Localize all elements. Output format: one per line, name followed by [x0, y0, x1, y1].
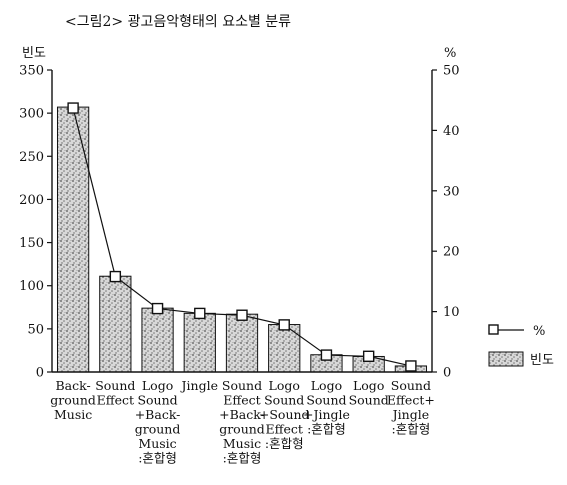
category-label-line: Music — [54, 407, 92, 422]
left-tick-label: 350 — [19, 64, 44, 79]
category-label-line: Sound — [137, 393, 177, 408]
right-tick-label: 10 — [443, 305, 460, 320]
category-label-line: ground — [50, 393, 96, 408]
category-label-line: Jingle — [391, 407, 429, 422]
bar — [268, 324, 301, 373]
left-tick-label: 0 — [36, 366, 44, 381]
legend-bar-swatch — [488, 351, 524, 367]
category-label: Jingle — [180, 378, 218, 393]
bars-layer — [56, 106, 428, 373]
category-label-line: Sound — [264, 393, 304, 408]
percent-line-layer — [67, 102, 417, 372]
left-tick-label: 50 — [27, 322, 44, 337]
percent-marker — [405, 360, 417, 372]
percent-marker — [194, 307, 206, 320]
category-label-line: Sound — [222, 378, 262, 393]
left-tick-label: 200 — [19, 193, 44, 208]
ticks-layer: 0 50 100 150 200 250 300 350 0 10 20 30 40 50 — [19, 64, 459, 381]
category-label-line: Logo — [353, 378, 384, 393]
left-tick-label: 150 — [19, 236, 44, 251]
category-label-line: ground — [219, 422, 265, 437]
right-tick-label: 0 — [443, 366, 451, 381]
category-label-line: Effect — [97, 393, 134, 408]
category-label-line: +Back- — [135, 407, 181, 422]
left-tick-label: 100 — [19, 279, 44, 294]
percent-marker — [320, 349, 333, 361]
percent-marker — [362, 350, 375, 362]
category-label: Sound Effect — [95, 378, 135, 408]
right-tick-label: 20 — [443, 245, 460, 260]
left-axis-label: 빈도 — [22, 46, 46, 61]
axes-layer — [51, 70, 433, 373]
chart-title: <그림2> 광고음악형태의 요소별 분류 — [65, 14, 291, 30]
category-label-line: Music — [223, 436, 261, 451]
category-label-line: ground — [135, 422, 181, 437]
percent-marker — [236, 309, 248, 321]
category-label-line: Jingle — [180, 378, 218, 393]
category-label-line: :혼합형 — [223, 451, 262, 466]
bar — [141, 307, 174, 373]
category-label-line: Effect — [223, 393, 260, 408]
category-label-line: Effect — [266, 422, 303, 437]
percent-marker — [278, 319, 290, 331]
category-label-line: +Jingle — [303, 407, 350, 422]
category-label-line: Effect+ — [387, 393, 435, 408]
category-label-line: :혼합형 — [392, 422, 431, 437]
category-label: Logo Sound — [349, 378, 389, 408]
category-label: Logo Sound +Sound Effect:혼합형 — [259, 378, 310, 451]
percent-marker — [67, 102, 79, 114]
bar — [183, 312, 216, 373]
bar — [56, 106, 90, 373]
left-tick-label: 250 — [19, 150, 44, 165]
right-tick-label: 40 — [443, 124, 460, 139]
category-label-line: :혼합형 — [307, 422, 346, 437]
bar — [225, 313, 259, 373]
category-label-line: Logo — [269, 378, 300, 393]
legend-percent-label: % — [533, 324, 545, 339]
category-label-line: :혼합형 — [138, 451, 177, 466]
category-label: Back-ground Music — [50, 378, 96, 422]
category-label-line: +Back- — [219, 407, 265, 422]
bar — [99, 275, 132, 373]
category-label-line: Sound — [391, 378, 431, 393]
right-tick-label: 30 — [443, 184, 460, 199]
left-tick-label: 300 — [19, 107, 44, 122]
legend: % 빈도 — [488, 324, 554, 368]
category-label-line: Logo — [311, 378, 342, 393]
category-label-line: :혼합형 — [265, 436, 304, 451]
category-label-line: Sound — [349, 393, 389, 408]
right-tick-label: 50 — [443, 64, 460, 79]
category-label-line: Music — [138, 436, 176, 451]
category-label-line: Sound — [95, 378, 135, 393]
right-axis-label: % — [444, 46, 456, 61]
category-label-line: Back- — [56, 378, 91, 393]
category-label-line: Logo — [142, 378, 173, 393]
legend-square-marker — [488, 324, 499, 335]
category-label: Logo Sound +Back-ground Music:혼합형 — [135, 378, 181, 466]
category-label-line: +Sound — [259, 407, 310, 422]
legend-frequency-label: 빈도 — [530, 353, 554, 368]
category-label: Sound Effect+ Jingle:혼합형 — [387, 378, 435, 437]
percent-marker — [151, 302, 164, 315]
category-label: Logo Sound +Jingle:혼합형 — [303, 378, 350, 437]
percent-marker — [109, 270, 122, 283]
category-label: Sound Effect +Back-ground Music:혼합형 — [219, 378, 265, 466]
category-label-line: Sound — [306, 393, 346, 408]
